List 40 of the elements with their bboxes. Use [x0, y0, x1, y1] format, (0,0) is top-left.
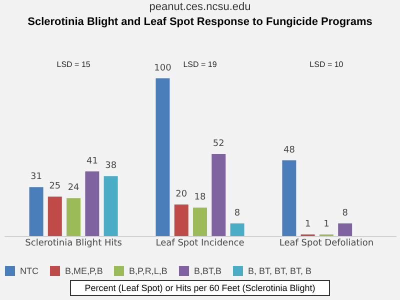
data-label: 100: [154, 63, 172, 74]
data-label: 31: [30, 172, 42, 182]
data-label: 8: [234, 208, 240, 218]
x-tick-label: Sclerotinia Blight Hits: [25, 238, 122, 248]
data-label: 41: [86, 156, 98, 166]
bar: [156, 78, 170, 236]
legend-label: B,P,R,L,B: [129, 266, 168, 276]
bar: [174, 204, 188, 236]
bar: [104, 176, 118, 236]
chart-title: Sclerotinia Blight and Leaf Spot Response to Fungicide Programs: [28, 16, 372, 28]
legend-label: NTC: [20, 266, 39, 276]
legend-label: B,ME,P,B: [65, 266, 103, 276]
bar: [212, 154, 226, 236]
data-label: 52: [212, 139, 224, 149]
text: LSD = 10: [310, 60, 344, 69]
bar: [193, 208, 207, 236]
x-tick-label: Leaf Spot Incidence: [156, 238, 245, 248]
bar: [338, 223, 352, 236]
data-label: 18: [194, 192, 206, 203]
bar: [230, 223, 244, 236]
data-label: 24: [68, 183, 80, 194]
text: LSD = 15: [56, 60, 91, 69]
legend-label: B,BT,B: [194, 266, 222, 276]
data-label: 48: [283, 145, 296, 156]
text: peanut.ces.ncsu.edu: [148, 0, 252, 14]
bar: [85, 171, 100, 236]
data-label: 1: [324, 219, 330, 230]
text: Percent (Leaf Spot) or Hits per 60 Feet (Sclerotinia Blight): [70, 280, 330, 296]
bar: [282, 160, 296, 236]
data-label: 20: [176, 189, 188, 200]
bar: [66, 198, 81, 236]
data-label: 1: [304, 219, 311, 230]
data-label: 25: [49, 182, 61, 192]
data-label: 8: [342, 208, 348, 218]
bar: [29, 187, 44, 236]
x-tick-label: Leaf Spot Defoliation: [279, 238, 374, 248]
data-label: 38: [105, 161, 117, 172]
legend-label: B, BT, BT, BT, B: [248, 266, 312, 276]
bar: [48, 196, 62, 236]
text: LSD = 19: [183, 60, 218, 69]
